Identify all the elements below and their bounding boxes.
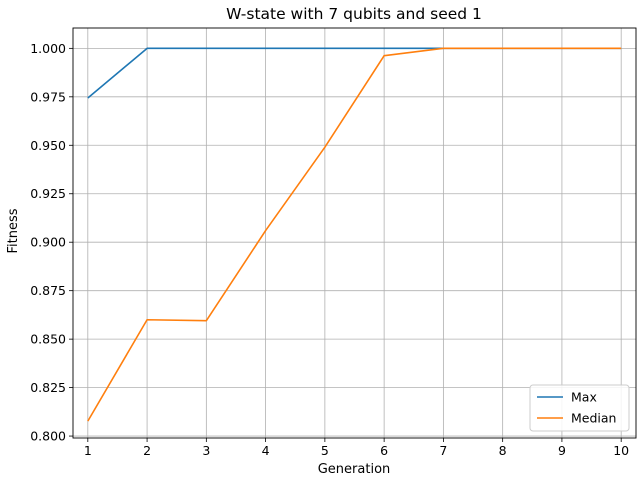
chart-title: W-state with 7 qubits and seed 1 <box>226 5 482 23</box>
x-tick-label: 3 <box>202 443 210 458</box>
x-tick-label: 4 <box>262 443 270 458</box>
y-tick-label: 1.000 <box>30 41 66 56</box>
x-tick-label: 8 <box>499 443 507 458</box>
y-tick-label: 0.975 <box>30 89 66 104</box>
x-tick-label: 10 <box>613 443 629 458</box>
x-axis-ticks: 1 2 3 4 5 6 7 8 9 10 <box>84 438 629 458</box>
x-tick-label: 2 <box>143 443 151 458</box>
y-axis-ticks: 0.800 0.825 0.850 0.875 0.900 0.925 0.950 0.975… <box>30 41 73 444</box>
y-tick-label: 0.850 <box>30 332 66 347</box>
series-line-median <box>87 47 622 422</box>
y-tick-label: 0.900 <box>30 235 66 250</box>
y-tick-label: 0.875 <box>30 283 66 298</box>
x-tick-label: 9 <box>558 443 566 458</box>
series-lines <box>87 47 622 422</box>
x-tick-label: 7 <box>439 443 447 458</box>
x-axis-label: Generation <box>318 462 391 477</box>
y-tick-label: 0.825 <box>30 380 66 395</box>
legend-label-max: Max <box>571 390 597 405</box>
x-tick-label: 5 <box>321 443 329 458</box>
legend-label-median: Median <box>571 411 616 426</box>
y-tick-label: 0.925 <box>30 186 66 201</box>
y-tick-label: 0.950 <box>30 138 66 153</box>
y-tick-label: 0.800 <box>30 429 66 444</box>
y-axis-label: Fitness <box>6 208 21 253</box>
x-tick-label: 6 <box>380 443 388 458</box>
plot-frame <box>72 27 637 439</box>
legend: Max Median <box>529 384 630 432</box>
x-tick-label: 1 <box>84 443 92 458</box>
